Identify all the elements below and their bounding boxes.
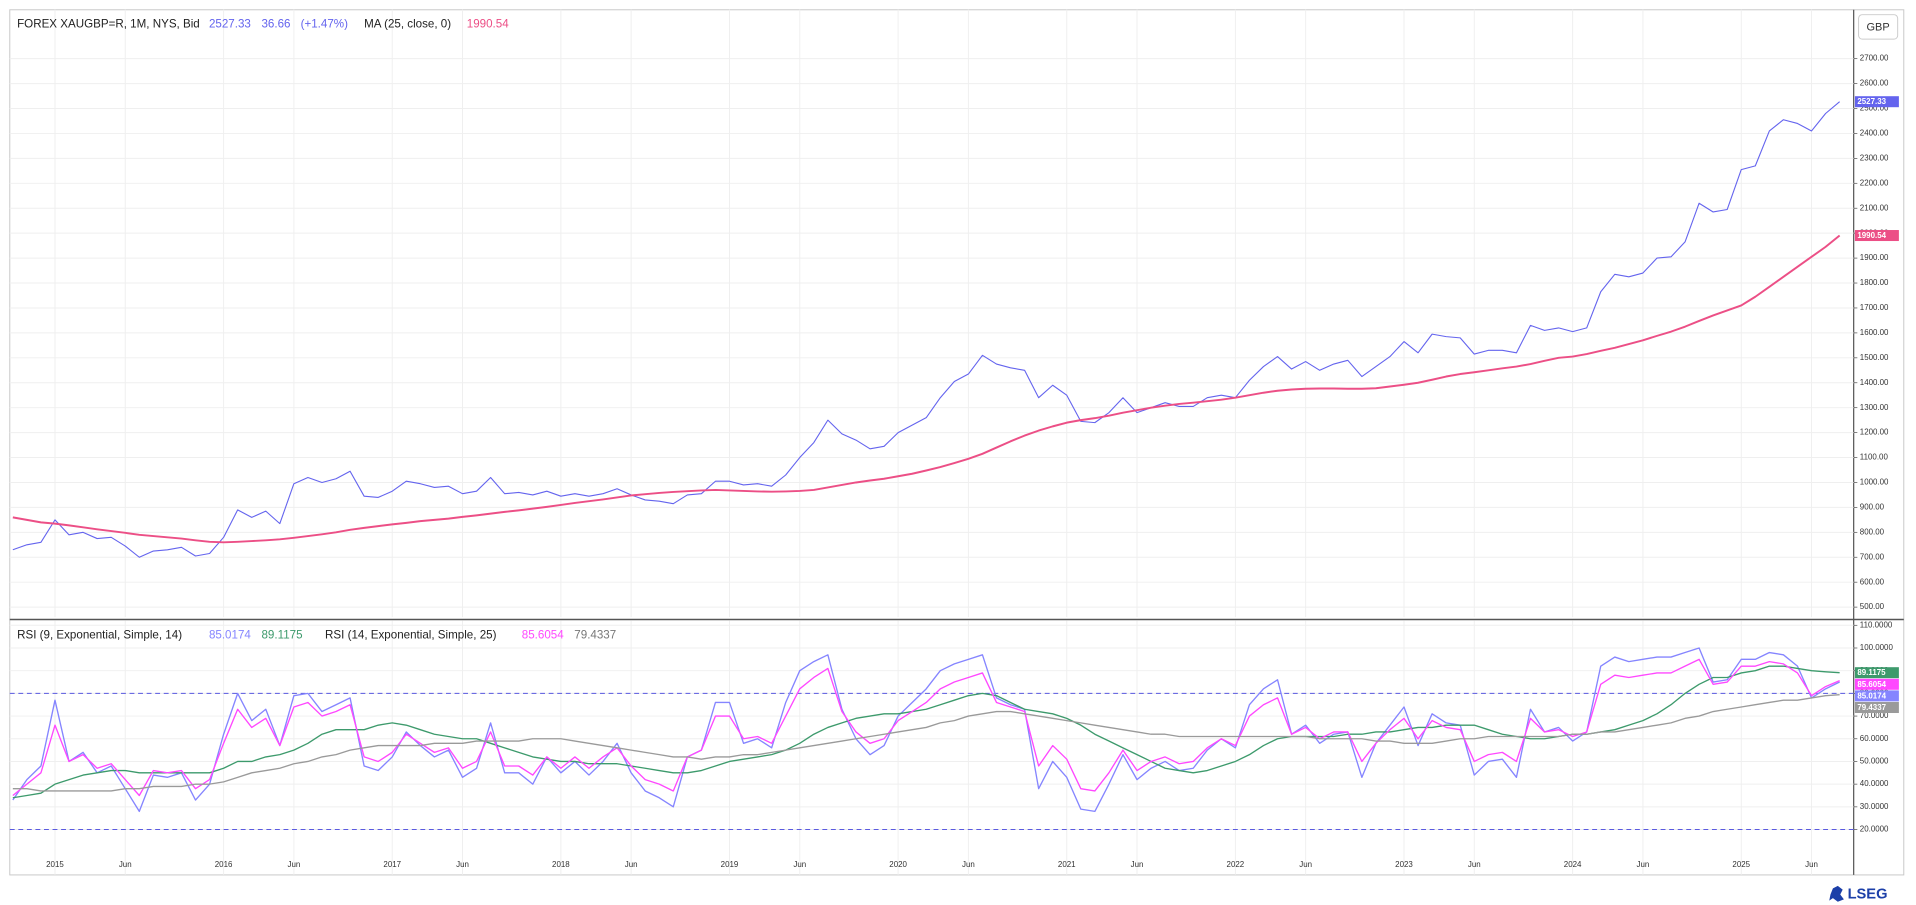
y-tick-label: 20.0000 <box>1860 825 1889 834</box>
x-tick-label: Jun <box>1468 860 1481 869</box>
y-tick-label: 1400.00 <box>1860 378 1889 387</box>
x-tick-label: Jun <box>793 860 806 869</box>
series-line <box>12 647 1840 813</box>
x-tick-label: Jun <box>1299 860 1312 869</box>
last-value-label: 85.6054 <box>1857 680 1886 689</box>
y-tick-label: 60.0000 <box>1860 734 1889 743</box>
y-tick-label: 30.0000 <box>1860 802 1889 811</box>
y-tick-label: 700.00 <box>1860 552 1885 561</box>
series-line <box>12 101 1840 558</box>
y-tick-label: 1100.00 <box>1860 453 1889 462</box>
legend-text: RSI (14, Exponential, Simple, 25) <box>325 628 497 641</box>
series-line <box>12 234 1841 544</box>
x-tick-label: Jun <box>962 860 975 869</box>
x-tick-label: 2016 <box>215 860 233 869</box>
legend-text: RSI (9, Exponential, Simple, 14) <box>17 628 182 641</box>
x-tick-label: 2015 <box>46 860 64 869</box>
y-tick-label: 1700.00 <box>1860 303 1889 312</box>
legend-text: FOREX XAUGBP=R, 1M, NYS, Bid <box>17 18 200 31</box>
y-tick-label: 1500.00 <box>1860 353 1889 362</box>
y-tick-label: 40.0000 <box>1860 779 1889 788</box>
legend-text: 85.0174 <box>209 628 251 641</box>
legend-text: 2527.33 <box>209 18 251 31</box>
x-tick-label: Jun <box>119 860 132 869</box>
x-tick-label: 2018 <box>552 860 570 869</box>
series-line <box>12 665 1840 799</box>
y-tick-label: 2400.00 <box>1860 129 1889 138</box>
x-tick-label: Jun <box>625 860 638 869</box>
x-tick-label: 2025 <box>1732 860 1750 869</box>
x-tick-label: Jun <box>1805 860 1818 869</box>
y-tick-label: 100.0000 <box>1860 643 1894 652</box>
chart-frame <box>9 9 1905 876</box>
x-tick-label: 2020 <box>889 860 907 869</box>
series-line <box>12 658 1840 797</box>
y-tick-label: 900.00 <box>1860 502 1885 511</box>
last-value-badge <box>1854 96 1899 108</box>
x-tick-label: Jun <box>456 860 469 869</box>
y-tick-label: 2700.00 <box>1860 54 1889 63</box>
x-tick-label: Jun <box>287 860 300 869</box>
y-tick-label: 1000.00 <box>1860 478 1889 487</box>
y-tick-label: 70.0000 <box>1860 711 1889 720</box>
y-tick-label: 1800.00 <box>1860 278 1889 287</box>
legend-text: 1990.54 <box>467 18 509 31</box>
logo-text: LSEG <box>1848 886 1888 902</box>
last-value-badge <box>1854 690 1899 702</box>
currency-label: GBP <box>1867 21 1890 33</box>
x-tick-label: Jun <box>1131 860 1144 869</box>
x-tick-label: 2021 <box>1058 860 1076 869</box>
y-tick-label: 800.00 <box>1860 527 1885 536</box>
y-tick-label: 2100.00 <box>1860 203 1889 212</box>
last-value-label: 89.1175 <box>1857 668 1886 677</box>
legend-text: 85.6054 <box>522 628 564 641</box>
x-tick-label: Jun <box>1636 860 1649 869</box>
x-tick-label: 2023 <box>1395 860 1413 869</box>
last-value-label: 1990.54 <box>1857 231 1886 240</box>
last-value-badge <box>1854 667 1899 679</box>
logo-icon <box>1829 885 1844 902</box>
last-value-badge <box>1854 678 1899 690</box>
y-tick-label: 2600.00 <box>1860 79 1889 88</box>
x-tick-label: 2022 <box>1227 860 1245 869</box>
y-tick-label: 600.00 <box>1860 577 1885 586</box>
last-value-label: 85.0174 <box>1857 691 1886 700</box>
y-tick-label: 2300.00 <box>1860 153 1889 162</box>
last-value-badge <box>1854 230 1899 242</box>
y-tick-label: 2200.00 <box>1860 178 1889 187</box>
y-tick-label: 1600.00 <box>1860 328 1889 337</box>
last-value-badge <box>1854 702 1899 714</box>
x-tick-label: 2017 <box>383 860 401 869</box>
legend-text: MA (25, close, 0) <box>364 18 451 31</box>
y-tick-label: 500.00 <box>1860 602 1885 611</box>
legend-text: 89.1175 <box>261 628 302 641</box>
series-line <box>12 693 1840 792</box>
y-tick-label: 1200.00 <box>1860 428 1889 437</box>
last-value-label: 2527.33 <box>1857 97 1886 106</box>
y-tick-label: 2500.00 <box>1860 104 1889 113</box>
y-tick-label: 110.0000 <box>1860 620 1893 629</box>
legend-text: (+1.47%) <box>301 18 349 31</box>
y-tick-label: 1300.00 <box>1860 403 1889 412</box>
logo: LSEG <box>1829 885 1888 902</box>
y-tick-label: 1900.00 <box>1860 253 1889 262</box>
currency-box <box>1858 14 1899 40</box>
y-tick-label: 50.0000 <box>1860 757 1889 766</box>
legend-text: 36.66 <box>261 18 290 31</box>
x-tick-label: 2024 <box>1564 860 1582 869</box>
last-value-label: 79.4337 <box>1857 703 1886 712</box>
legend-text: 79.4337 <box>574 628 616 641</box>
x-tick-label: 2019 <box>721 860 739 869</box>
